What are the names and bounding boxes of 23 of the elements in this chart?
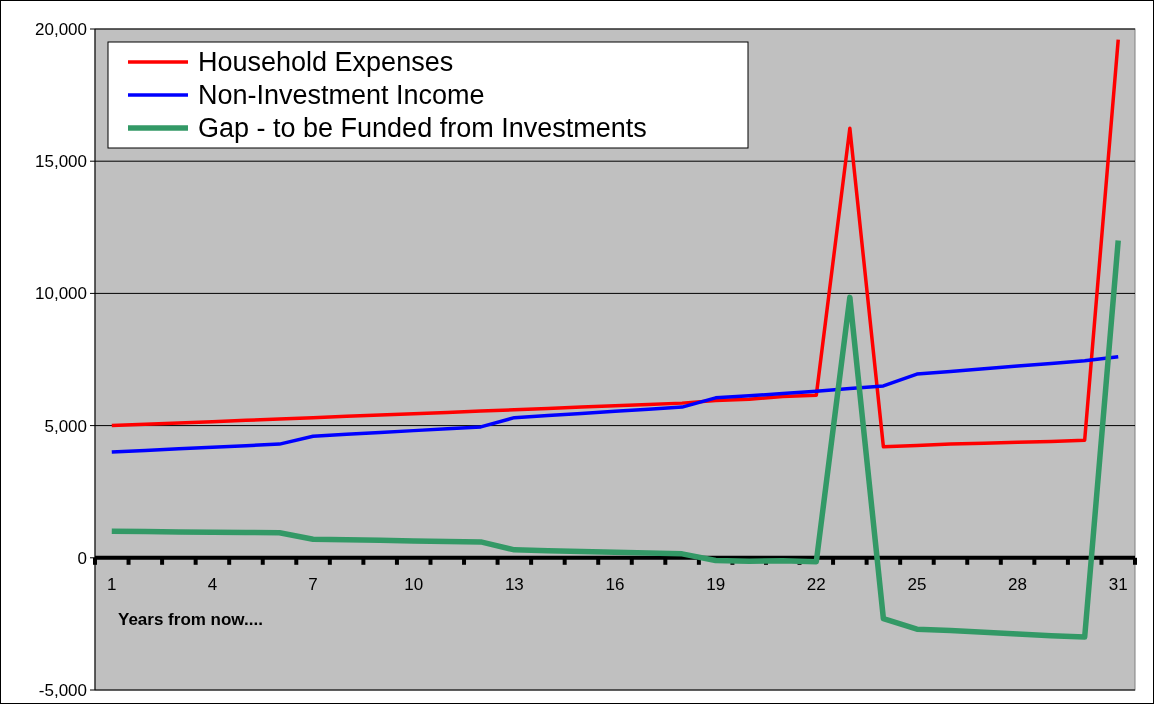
x-tick-label: 4 [207,574,218,594]
x-tick-label: 31 [1108,574,1128,594]
legend-label: Household Expenses [198,47,454,78]
x-tick-label: 7 [308,574,318,594]
y-tick-label: 10,000 [35,284,87,304]
x-tick-label: 16 [605,574,625,594]
x-tick-label: 10 [404,574,424,594]
y-tick-label: 20,000 [35,19,87,39]
legend-label: Non-Investment Income [198,80,485,111]
line-series [110,355,1120,454]
legend-label: Gap - to be Funded from Investments [198,113,647,144]
line-series [110,37,1120,449]
x-tick-label: 22 [806,574,826,594]
x-tick-label: 1 [107,574,117,594]
x-tick-label: 25 [907,574,927,594]
y-tick-label: -5,000 [38,680,87,700]
x-tick-label: 19 [706,574,726,594]
y-tick-label: 5,000 [44,416,87,436]
x-axis-title: Years from now.... [118,609,263,629]
x-tick-label: 28 [1008,574,1028,594]
x-tick-label: 13 [504,574,524,594]
y-tick-label: 0 [77,548,87,568]
y-tick-label: 15,000 [35,152,87,172]
